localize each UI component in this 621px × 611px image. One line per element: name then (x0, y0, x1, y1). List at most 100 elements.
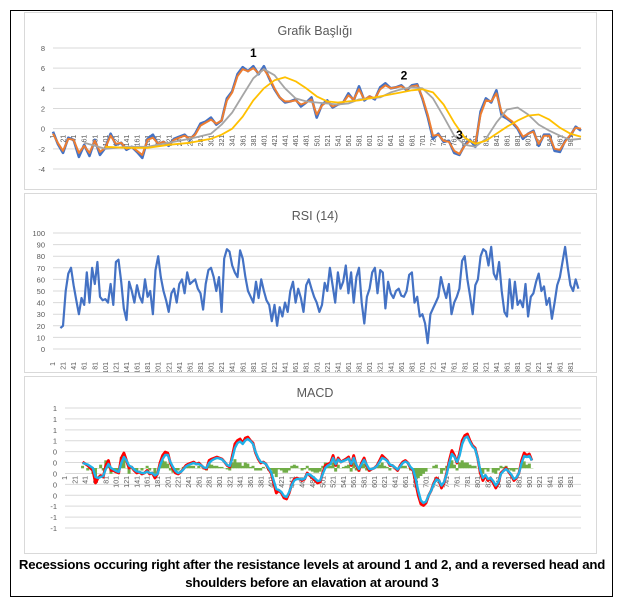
y-tick-label: -1 (50, 524, 57, 533)
x-tick-label: 41 (83, 476, 90, 484)
x-tick-label: 721 (431, 135, 438, 147)
histogram-bar (248, 466, 252, 469)
histogram-bar (383, 465, 387, 469)
histogram-bar (434, 464, 438, 469)
x-tick-label: 601 (372, 476, 379, 488)
histogram-bar (328, 465, 332, 469)
histogram-bar (217, 466, 221, 469)
x-tick-label: 881 (515, 135, 522, 147)
histogram-bar (163, 461, 167, 469)
macd-chart-title: MACD (297, 386, 334, 400)
x-tick-label: 301 (217, 476, 224, 488)
histogram-bar (277, 468, 281, 470)
y-tick-label: -2 (38, 145, 45, 154)
histogram-bar (385, 466, 389, 469)
histogram-bar (491, 468, 495, 473)
x-tick-label: 181 (145, 362, 152, 372)
x-tick-label: 601 (367, 362, 374, 372)
histogram-bar (212, 465, 216, 469)
x-tick-label: 461 (300, 476, 307, 488)
x-tick-label: 541 (335, 362, 342, 372)
x-tick-label: 681 (409, 135, 416, 147)
x-tick-label: 41 (71, 135, 78, 143)
histogram-bar (99, 464, 103, 469)
rsi-chart-panel[interactable]: RSI (14) 100 90 80 70 60 50 40 30 20 10 0 1 21 41 61 81… (24, 193, 597, 374)
histogram-bar (272, 468, 276, 474)
x-tick-label: 121 (124, 476, 131, 488)
x-tick-label: 901 (526, 362, 533, 372)
histogram-bar (512, 468, 516, 472)
macd-chart: MACD 111100000-1-1-112141618110112114116… (50, 386, 581, 533)
x-tick-label: 761 (452, 362, 459, 372)
histogram-bar (168, 468, 172, 471)
x-tick-label: 721 (431, 362, 438, 372)
x-tick-label: 621 (382, 476, 389, 488)
histogram-bar (481, 468, 485, 474)
histogram-bar (354, 468, 358, 471)
histogram-bar (295, 465, 299, 469)
x-tick-label: 141 (124, 362, 131, 372)
x-tick-label: 841 (494, 135, 501, 147)
histogram-bar (416, 468, 420, 479)
y-tick-label: 90 (37, 241, 45, 250)
annotation-label: 3 (456, 128, 463, 142)
x-tick-label: 361 (248, 476, 255, 488)
x-tick-label: 781 (465, 476, 472, 488)
histogram-bar (81, 465, 85, 469)
histogram-bar (347, 464, 351, 469)
x-tick-label: 121 (113, 362, 120, 372)
histogram-bar (290, 465, 294, 469)
x-tick-label: 401 (261, 362, 268, 372)
annotation-label: 2 (401, 68, 408, 82)
y-tick-label: 50 (37, 287, 45, 296)
x-tick-label: 761 (455, 476, 462, 488)
histogram-bar (421, 468, 425, 474)
y-tick-label: -1 (50, 513, 57, 522)
x-tick-label: 781 (462, 362, 469, 372)
histogram-bar (233, 459, 237, 469)
x-tick-label: 201 (156, 362, 163, 372)
x-tick-label: 621 (378, 362, 385, 372)
x-tick-label: 141 (124, 135, 131, 147)
x-tick-label: 21 (61, 362, 68, 370)
histogram-bar (228, 468, 232, 471)
histogram-bar (331, 462, 335, 469)
histogram-bar (424, 468, 428, 472)
x-tick-label: 361 (240, 362, 247, 372)
figure-caption: Recessions occuring right after the resi… (18, 557, 606, 590)
series-line-rsi (59, 245, 580, 345)
x-tick-label: 581 (357, 362, 364, 372)
x-tick-label: 41 (71, 362, 78, 370)
x-tick-label: 21 (61, 135, 68, 143)
x-tick-label: 261 (187, 362, 194, 372)
histogram-bar (486, 468, 490, 472)
x-tick-label: 161 (135, 362, 142, 372)
histogram-bar (496, 468, 500, 471)
histogram-bar (153, 468, 157, 474)
price-chart-panel[interactable]: Grafik Başlığı 8 6 4 2 0 -2 -4 1 21 41 61 81 101 121 1… (24, 12, 597, 190)
histogram-bar (318, 468, 322, 472)
y-tick-label: 0 (53, 469, 57, 478)
x-tick-label: 661 (399, 135, 406, 147)
histogram-bar (452, 464, 456, 469)
macd-chart-panel[interactable]: MACD 111100000-1-1-112141618110112114116… (24, 376, 597, 554)
y-tick-label: 0 (53, 480, 57, 489)
histogram-bar (254, 468, 258, 471)
histogram-bar (305, 465, 309, 469)
histogram-bar (494, 468, 498, 474)
x-tick-label: 561 (346, 135, 353, 147)
x-tick-label: 361 (240, 135, 247, 147)
x-tick-label: 501 (320, 476, 327, 488)
histogram-bar (514, 468, 518, 470)
x-tick-label: 881 (517, 476, 524, 488)
x-tick-label: 321 (219, 362, 226, 372)
histogram-bar (465, 462, 469, 469)
histogram-bar (140, 468, 144, 471)
y-tick-label: 30 (37, 310, 45, 319)
x-tick-label: 601 (367, 135, 374, 147)
x-tick-label: 581 (362, 476, 369, 488)
histogram-bar (241, 465, 245, 469)
x-tick-label: 821 (483, 362, 490, 372)
x-tick-label: 101 (114, 476, 121, 488)
